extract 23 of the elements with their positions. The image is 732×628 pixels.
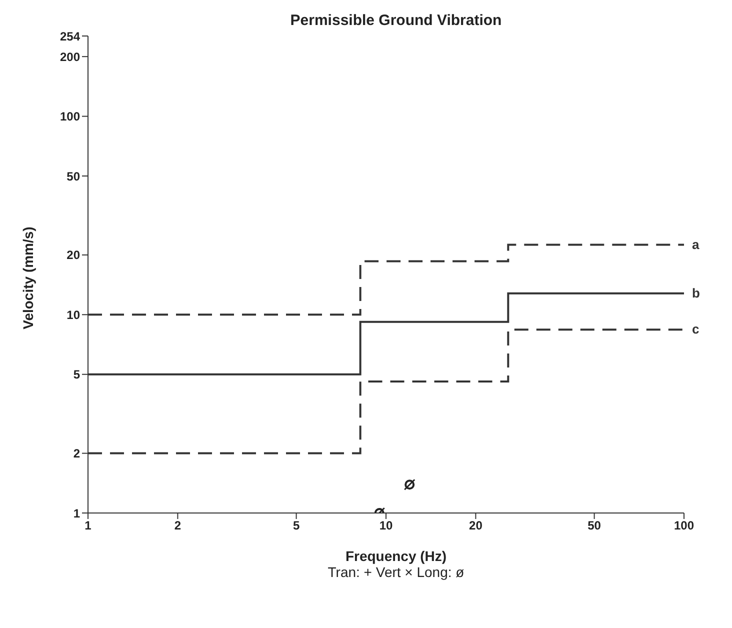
y-tick-label: 100 bbox=[60, 110, 80, 124]
y-tick-label: 254 bbox=[60, 29, 80, 44]
text: Tran: + Vert × Long: ø bbox=[326, 564, 466, 580]
series-label: b bbox=[692, 285, 700, 300]
series-label: c bbox=[692, 322, 700, 337]
x-tick-label: 10 bbox=[379, 518, 393, 533]
y-tick-label: 200 bbox=[60, 50, 80, 64]
series-label: a bbox=[692, 236, 700, 252]
x-tick-label: 50 bbox=[588, 518, 602, 533]
y-tick-label: 20 bbox=[66, 248, 80, 262]
y-tick-label: 1 bbox=[73, 506, 80, 520]
y-tick-label: 10 bbox=[66, 308, 80, 322]
x-tick-label: 20 bbox=[469, 518, 483, 533]
y-axis-title: Velocity (mm/s) bbox=[20, 226, 36, 332]
y-tick-label: 50 bbox=[66, 169, 80, 184]
chart-title: Permissible Ground Vibration bbox=[289, 12, 503, 29]
x-tick-label: 100 bbox=[674, 518, 694, 533]
x-tick-label: 5 bbox=[292, 518, 300, 533]
y-tick-label: 5 bbox=[73, 368, 80, 382]
x-tick-label: 1 bbox=[84, 518, 92, 533]
x-tick-label: 2 bbox=[174, 518, 182, 533]
y-tick-label: 2 bbox=[73, 446, 80, 461]
x-axis-title: Frequency (Hz) bbox=[344, 548, 448, 564]
